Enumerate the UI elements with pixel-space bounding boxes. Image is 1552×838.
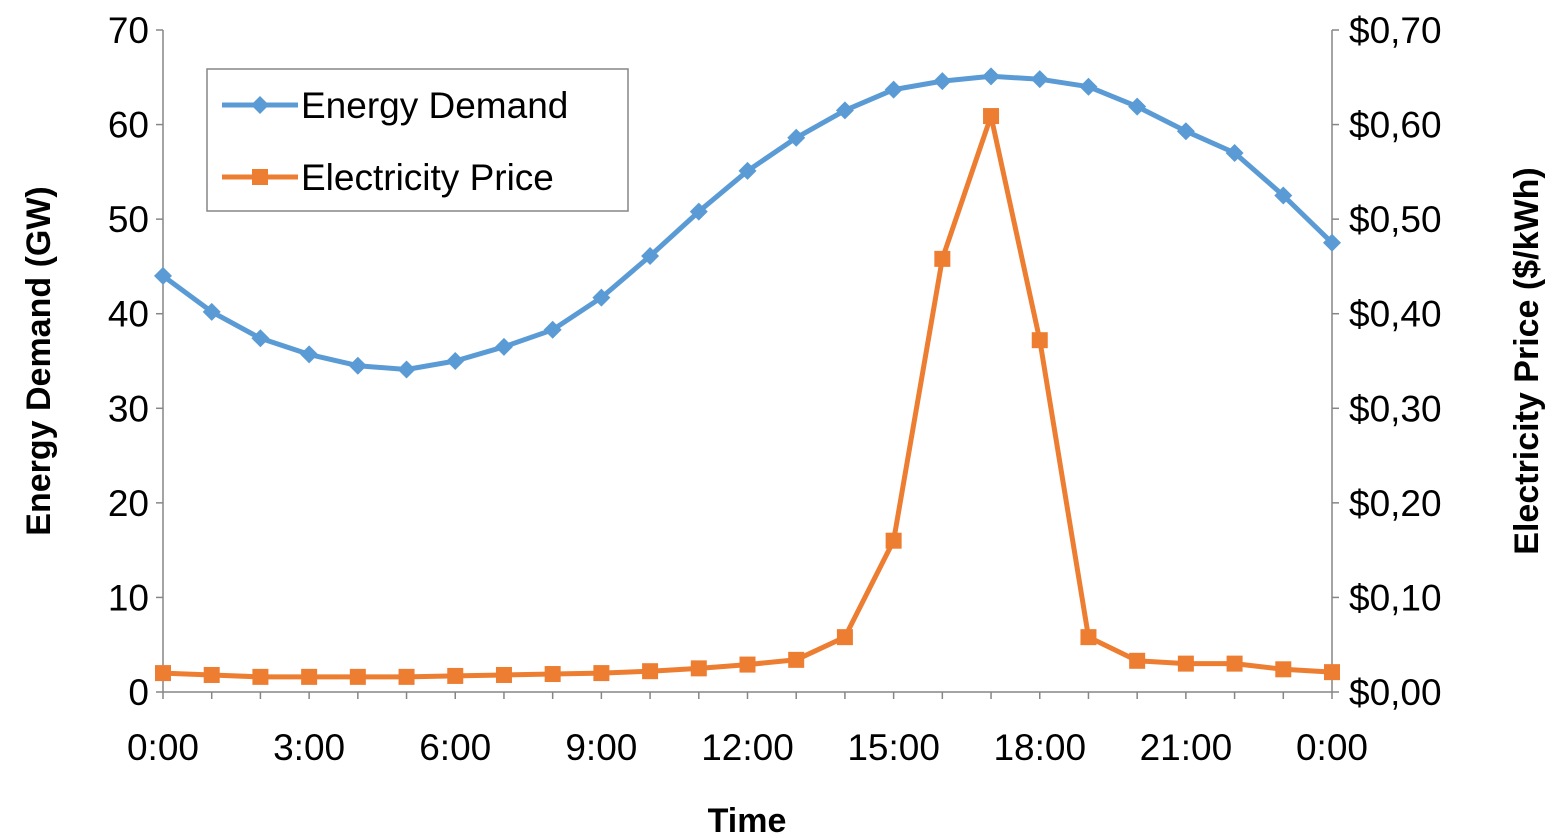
tick-labels: 0 10 20 30 40 50 60 70 $0,00 $0,10 $0,20 $0,30 $0,40… [108, 10, 1442, 768]
data-point-electricity-price [398, 668, 415, 685]
x-tick-label: 3:00 [273, 727, 345, 768]
data-point-energy-demand [446, 352, 465, 370]
legend-marker-diamond [251, 96, 269, 114]
data-point-electricity-price [301, 668, 318, 685]
data-point-electricity-price [593, 665, 610, 682]
y-tick-label-left: 70 [108, 10, 149, 51]
legend-label-electricity-price: Electricity Price [301, 157, 554, 198]
x-tick-label: 12:00 [701, 727, 794, 768]
y-tick-label-left: 0 [128, 672, 149, 713]
data-point-energy-demand [1323, 233, 1341, 252]
data-point-electricity-price [1031, 332, 1048, 349]
data-point-electricity-price [495, 666, 512, 683]
x-tick-label: 18:00 [993, 727, 1086, 768]
y-tick-label-right: $0,30 [1349, 388, 1442, 429]
data-point-energy-demand [1079, 77, 1098, 96]
x-tick-label: 9:00 [565, 727, 637, 768]
data-point-energy-demand [348, 356, 367, 375]
data-point-electricity-price [1177, 655, 1194, 672]
y-tick-label-left: 10 [108, 577, 149, 618]
y-tick-label-left: 20 [108, 483, 149, 524]
y-tick-label-left: 50 [108, 199, 149, 240]
x-tick-label: 21:00 [1140, 727, 1233, 768]
data-point-energy-demand [1030, 70, 1049, 89]
data-point-energy-demand [251, 329, 270, 348]
x-tick-label: 0:00 [127, 727, 199, 768]
y-tick-label-right: $0,00 [1349, 672, 1442, 713]
data-point-energy-demand [933, 72, 952, 91]
plot-area: 0 10 20 30 40 50 60 70 $0,00 $0,10 $0,20 $0,30 $0,40… [108, 10, 1442, 768]
data-point-energy-demand [397, 360, 416, 379]
y-tick-label-right: $0,40 [1349, 294, 1442, 335]
series [154, 67, 1341, 685]
y-tick-label-left: 40 [108, 294, 149, 335]
y-tick-label-left: 30 [108, 388, 149, 429]
y-tick-label-right: $0,20 [1349, 483, 1442, 524]
data-point-electricity-price [690, 660, 707, 677]
data-point-energy-demand [1225, 143, 1244, 162]
legend-marker-square [252, 169, 268, 185]
data-point-electricity-price [885, 532, 902, 549]
y-axis-title-right: Electricity Price ($/kWh) [1508, 167, 1546, 554]
data-point-energy-demand [835, 101, 854, 120]
data-point-energy-demand [982, 67, 1001, 86]
data-point-energy-demand [592, 288, 611, 307]
data-point-electricity-price [1129, 652, 1146, 669]
data-point-energy-demand [1128, 97, 1147, 116]
x-tick-label: 0:00 [1296, 727, 1368, 768]
data-point-electricity-price [203, 666, 220, 683]
data-point-electricity-price [836, 629, 853, 646]
data-point-electricity-price [1080, 629, 1097, 646]
ticks [156, 29, 1339, 699]
data-point-energy-demand [1274, 186, 1293, 205]
data-point-electricity-price [1226, 655, 1243, 672]
x-axis-title: Time [708, 802, 787, 838]
data-point-electricity-price [788, 651, 805, 668]
data-point-electricity-price [983, 108, 1000, 125]
data-point-energy-demand [787, 128, 806, 147]
y-tick-label-right: $0,60 [1349, 105, 1442, 146]
data-point-energy-demand [494, 337, 513, 356]
x-tick-label: 6:00 [419, 727, 491, 768]
data-point-electricity-price [1324, 664, 1340, 681]
data-point-energy-demand [202, 302, 221, 321]
data-point-electricity-price [642, 663, 659, 680]
data-point-electricity-price [544, 666, 561, 683]
data-point-electricity-price [1275, 661, 1292, 678]
y-tick-label-right: $0,70 [1349, 10, 1442, 51]
data-point-energy-demand [689, 202, 708, 221]
data-point-energy-demand [884, 80, 903, 99]
legend-box [206, 68, 629, 212]
data-point-electricity-price [934, 250, 951, 267]
data-point-energy-demand [1176, 122, 1195, 141]
data-point-energy-demand [641, 247, 660, 266]
data-point-energy-demand [300, 345, 319, 364]
data-point-electricity-price [349, 668, 366, 685]
data-point-energy-demand [543, 320, 562, 339]
y-tick-label-left: 60 [108, 105, 149, 146]
data-point-electricity-price [252, 668, 269, 685]
data-point-electricity-price [447, 667, 464, 684]
data-point-energy-demand [738, 161, 757, 180]
x-tick-label: 15:00 [847, 727, 940, 768]
data-point-energy-demand [154, 266, 172, 285]
y-axis-title-left: Energy Demand (GW) [20, 186, 58, 535]
y-tick-label-right: $0,10 [1349, 577, 1442, 618]
legend-label-energy-demand: Energy Demand [301, 85, 568, 126]
legend: Energy Demand Electricity Price [206, 68, 629, 212]
data-point-electricity-price [739, 656, 756, 673]
y-tick-label-right: $0,50 [1349, 199, 1442, 240]
data-point-electricity-price [155, 665, 171, 682]
